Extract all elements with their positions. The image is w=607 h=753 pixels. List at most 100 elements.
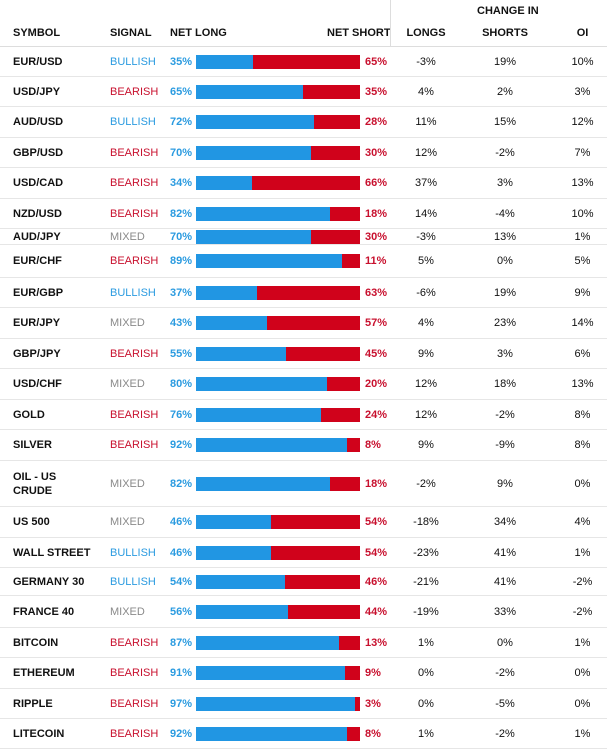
change-in-label: CHANGE IN	[477, 5, 539, 17]
oi-change-cell: 0%	[574, 667, 591, 679]
symbol-cell[interactable]: EUR/CHF	[13, 254, 62, 268]
table-row[interactable]: USD/CAD BEARISH 34% 66% 37% 3% 13%	[0, 168, 607, 199]
net-short-header[interactable]: NET SHORT	[327, 27, 391, 39]
symbol-cell[interactable]: EUR/GBP	[13, 286, 63, 300]
longs-change-cell: 9%	[418, 348, 434, 360]
oi-change-cell: 6%	[574, 348, 591, 360]
table-row[interactable]: ETHEREUM BEARISH 91% 9% 0% -2% 0%	[0, 658, 607, 689]
net-long-fill	[196, 316, 267, 330]
table-row[interactable]: GBP/JPY BEARISH 55% 45% 9% 3% 6%	[0, 339, 607, 369]
symbol-cell[interactable]: BITCOIN	[13, 636, 58, 650]
signal-cell: BEARISH	[110, 637, 159, 649]
net-long-fill	[196, 546, 271, 560]
symbol-cell[interactable]: US 500	[13, 515, 50, 529]
sentiment-bar	[196, 408, 360, 422]
longs-change-cell: -3%	[416, 56, 436, 68]
symbol-header[interactable]: SYMBOL	[13, 27, 61, 39]
net-long-cell: 97%	[170, 698, 193, 710]
table-row[interactable]: US 500 MIXED 46% 54% -18% 34% 4%	[0, 507, 607, 538]
symbol-cell[interactable]: OIL - US CRUDE	[13, 470, 56, 498]
net-long-fill	[196, 377, 327, 391]
table-row[interactable]: FRANCE 40 MIXED 56% 44% -19% 33% -2%	[0, 596, 607, 628]
table-row[interactable]: EUR/CHF BEARISH 89% 11% 5% 0% 5%	[0, 245, 607, 278]
symbol-cell[interactable]: AUD/JPY	[13, 230, 61, 244]
oi-change-cell: 1%	[574, 547, 591, 559]
symbol-line: CRUDE	[13, 485, 53, 497]
table-row[interactable]: OIL - US CRUDE MIXED 82% 18% -2% 9% 0%	[0, 461, 607, 507]
symbol-cell[interactable]: FRANCE 40	[13, 605, 74, 619]
oi-change-cell: 14%	[571, 317, 594, 329]
oi-change-cell: 13%	[571, 177, 594, 189]
oi-change-cell: 13%	[571, 378, 594, 390]
shorts-header[interactable]: SHORTS	[482, 27, 528, 39]
signal-cell: BEARISH	[110, 698, 159, 710]
table-row[interactable]: NZD/USD BEARISH 82% 18% 14% -4% 10%	[0, 199, 607, 229]
shorts-change-cell: 18%	[493, 378, 517, 390]
sentiment-bar	[196, 176, 360, 190]
symbol-cell[interactable]: ETHEREUM	[13, 666, 75, 680]
table-row[interactable]: EUR/USD BULLISH 35% 65% -3% 19% 10%	[0, 47, 607, 77]
table-row[interactable]: AUD/USD BULLISH 72% 28% 11% 15% 12%	[0, 107, 607, 138]
oi-header[interactable]: OI	[576, 27, 589, 39]
symbol-cell[interactable]: GBP/USD	[13, 146, 63, 160]
table-row[interactable]: EUR/GBP BULLISH 37% 63% -6% 19% 9%	[0, 278, 607, 308]
oi-change-cell: 12%	[571, 116, 594, 128]
sentiment-bar	[196, 207, 360, 221]
symbol-cell[interactable]: EUR/JPY	[13, 316, 60, 330]
table-row[interactable]: LITECOIN BEARISH 92% 8% 1% -2% 1%	[0, 719, 607, 749]
net-long-cell: 87%	[170, 637, 193, 649]
signal-cell: BEARISH	[110, 348, 159, 360]
table-row[interactable]: SILVER BEARISH 92% 8% 9% -9% 8%	[0, 430, 607, 461]
oi-change-cell: 10%	[571, 56, 594, 68]
change-in-group-header: CHANGE IN	[390, 0, 607, 20]
symbol-cell[interactable]: USD/CAD	[13, 176, 63, 190]
table-row[interactable]: EUR/JPY MIXED 43% 57% 4% 23% 14%	[0, 308, 607, 339]
sentiment-bar	[196, 85, 360, 99]
symbol-line: NZD/USD	[13, 208, 62, 220]
oi-change-cell: 10%	[571, 208, 594, 220]
table-row[interactable]: BITCOIN BEARISH 87% 13% 1% 0% 1%	[0, 628, 607, 658]
longs-change-cell: 9%	[418, 439, 434, 451]
symbol-cell[interactable]: EUR/USD	[13, 55, 63, 69]
net-long-fill	[196, 115, 314, 129]
net-long-cell: 92%	[170, 439, 193, 451]
shorts-change-cell: -9%	[495, 439, 515, 451]
longs-change-cell: 12%	[414, 378, 438, 390]
symbol-cell[interactable]: AUD/USD	[13, 115, 63, 129]
symbol-cell[interactable]: USD/CHF	[13, 377, 62, 391]
longs-header[interactable]: LONGS	[406, 27, 446, 39]
table-row[interactable]: GBP/USD BEARISH 70% 30% 12% -2% 7%	[0, 138, 607, 168]
table-row[interactable]: GERMANY 30 BULLISH 54% 46% -21% 41% -2%	[0, 568, 607, 596]
table-row[interactable]: RIPPLE BEARISH 97% 3% 0% -5% 0%	[0, 689, 607, 719]
net-short-cell: 66%	[365, 177, 388, 189]
symbol-line: WALL STREET	[13, 547, 91, 559]
table-row[interactable]: USD/JPY BEARISH 65% 35% 4% 2% 3%	[0, 77, 607, 107]
signal-cell: BEARISH	[110, 147, 159, 159]
signal-header[interactable]: SIGNAL	[110, 27, 152, 39]
net-long-header[interactable]: NET LONG	[170, 27, 227, 39]
shorts-change-cell: 41%	[493, 576, 517, 588]
table-row[interactable]: GOLD BEARISH 76% 24% 12% -2% 8%	[0, 400, 607, 430]
net-long-fill	[196, 286, 257, 300]
symbol-cell[interactable]: NZD/USD	[13, 207, 62, 221]
table-row[interactable]: WALL STREET BULLISH 46% 54% -23% 41% 1%	[0, 538, 607, 568]
symbol-cell[interactable]: USD/JPY	[13, 85, 60, 99]
sentiment-bar	[196, 146, 360, 160]
table-row[interactable]: AUD/JPY MIXED 70% 30% -3% 13% 1%	[0, 229, 607, 245]
symbol-cell[interactable]: GOLD	[13, 408, 45, 422]
table-row[interactable]: USD/CHF MIXED 80% 20% 12% 18% 13%	[0, 369, 607, 400]
symbol-line: GBP/USD	[13, 147, 64, 159]
net-short-cell: 46%	[365, 576, 388, 588]
net-short-cell: 44%	[365, 606, 388, 618]
symbol-cell[interactable]: LITECOIN	[13, 727, 64, 741]
signal-cell: BEARISH	[110, 208, 159, 220]
symbol-cell[interactable]: RIPPLE	[13, 697, 53, 711]
symbol-line: GERMANY 30	[13, 576, 85, 588]
symbol-line: USD/CAD	[13, 177, 64, 189]
net-long-fill	[196, 254, 342, 268]
symbol-cell[interactable]: SILVER	[13, 438, 52, 452]
symbol-cell[interactable]: GERMANY 30	[13, 575, 84, 589]
symbol-cell[interactable]: WALL STREET	[13, 546, 90, 560]
shorts-change-cell: -4%	[495, 208, 515, 220]
symbol-cell[interactable]: GBP/JPY	[13, 347, 61, 361]
